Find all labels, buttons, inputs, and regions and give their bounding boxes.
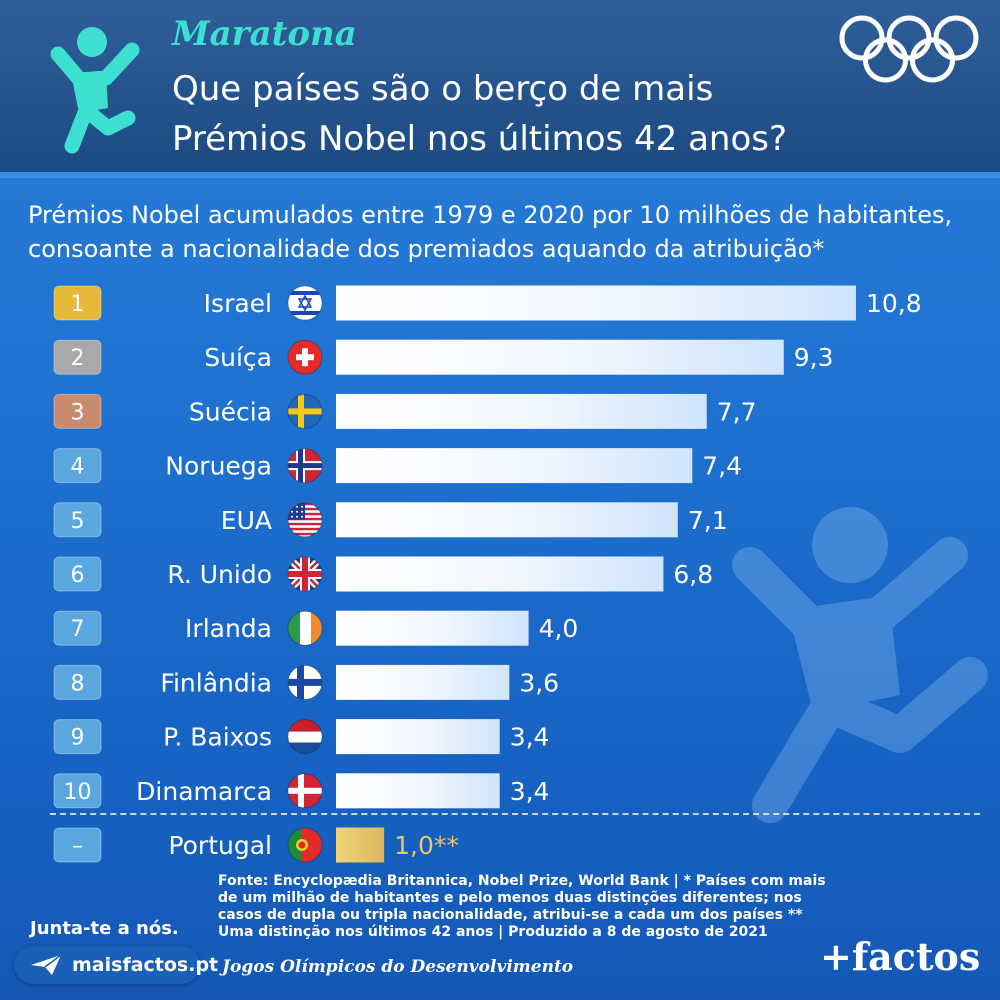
tagline: Jogos Olímpicos do Desenvolvimento bbox=[222, 957, 574, 977]
category-label: Portugal bbox=[168, 831, 272, 860]
paper-plane-icon bbox=[31, 954, 62, 975]
row-6: 6 R. Unido 6,8 bbox=[53, 556, 713, 592]
category-label: EUA bbox=[221, 506, 272, 535]
chart-title: Prémios Nobel acumulados entre 1979 e 20… bbox=[28, 201, 953, 263]
value-label: 7,1 bbox=[688, 506, 728, 535]
olympic-rings-icon bbox=[839, 15, 979, 83]
header: Maratona Que países são o berço de mais … bbox=[0, 0, 1000, 178]
rank-label: 4 bbox=[71, 455, 85, 480]
headline: Que países são o berço de mais Prémios N… bbox=[172, 69, 788, 159]
divider bbox=[50, 813, 980, 815]
rank-badge bbox=[53, 339, 102, 375]
row-4: 4 Noruega 7,4 bbox=[53, 448, 742, 484]
kicker: Maratona bbox=[172, 14, 357, 54]
runner-icon bbox=[50, 27, 140, 154]
value-label: 7,7 bbox=[717, 397, 757, 426]
rank-label: 7 bbox=[71, 617, 85, 642]
row-3: 3 Suécia 7,7 bbox=[53, 393, 757, 429]
value-label: 10,8 bbox=[866, 289, 922, 318]
rank-badge bbox=[53, 556, 102, 592]
category-label: Israel bbox=[204, 289, 272, 318]
portugal-bar bbox=[336, 827, 385, 863]
category-label: R. Unido bbox=[167, 560, 272, 589]
rank-badge bbox=[53, 502, 102, 538]
rank-badge bbox=[53, 664, 102, 700]
brand-logo: +factos bbox=[820, 934, 981, 979]
israel-flag-icon bbox=[287, 285, 323, 321]
row-extra: – Portugal 1,0** bbox=[53, 827, 459, 863]
rank-label: 10 bbox=[64, 780, 92, 805]
value-label: 9,3 bbox=[794, 343, 834, 372]
finland-flag-icon bbox=[287, 664, 323, 700]
bar bbox=[336, 285, 856, 321]
portugal-flag-icon bbox=[287, 827, 323, 863]
rank-badge bbox=[53, 285, 102, 321]
category-label: P. Baixos bbox=[163, 723, 272, 752]
bar-chart: 1 Israel 10,8 2 Suíça 9,3 3 Suécia 7,7 4 Noruega 7,… bbox=[53, 285, 922, 863]
category-label: Finlândia bbox=[160, 668, 272, 697]
category-label: Irlanda bbox=[185, 614, 272, 643]
value-label: 7,4 bbox=[702, 452, 742, 481]
bar bbox=[336, 502, 678, 538]
rank-label: 8 bbox=[71, 671, 85, 696]
row-5: 5 EUA 7,1 bbox=[53, 502, 728, 538]
rank-badge bbox=[53, 448, 102, 484]
bar bbox=[336, 719, 500, 755]
category-label: Suécia bbox=[189, 397, 272, 426]
source-note: Fonte: Encyclopædia Britannica, Nobel Pr… bbox=[218, 873, 826, 940]
bar bbox=[336, 448, 693, 484]
rank-badge bbox=[53, 773, 102, 809]
switzerland-flag-icon bbox=[287, 339, 323, 375]
denmark-flag-icon bbox=[287, 773, 323, 809]
usa-flag-icon bbox=[287, 502, 323, 538]
bar bbox=[336, 339, 784, 375]
bar bbox=[336, 393, 707, 429]
row-2: 2 Suíça 9,3 bbox=[53, 339, 834, 375]
rank-label: 5 bbox=[71, 509, 85, 534]
value-label: 3,4 bbox=[510, 777, 550, 806]
bar bbox=[336, 610, 529, 646]
rank-badge bbox=[53, 610, 102, 646]
category-label: Dinamarca bbox=[136, 777, 272, 806]
value-label: 4,0 bbox=[539, 614, 579, 643]
rank-label: 3 bbox=[71, 400, 85, 425]
rank-label: 2 bbox=[71, 346, 85, 371]
background-runner-icon bbox=[732, 507, 988, 823]
bar bbox=[336, 664, 510, 700]
netherlands-flag-icon bbox=[287, 719, 323, 755]
uk-flag-icon bbox=[287, 556, 323, 592]
row-8: 8 Finlândia 3,6 bbox=[53, 664, 559, 700]
rank-label: 1 bbox=[71, 292, 85, 317]
row-10: 10 Dinamarca 3,4 bbox=[53, 773, 550, 809]
norway-flag-icon bbox=[287, 448, 323, 484]
join-text: Junta-te a nós. bbox=[30, 918, 179, 939]
rank-label: 9 bbox=[71, 726, 85, 751]
category-label: Suíça bbox=[204, 343, 272, 372]
sweden-flag-icon bbox=[287, 393, 323, 429]
rank-label: 6 bbox=[71, 563, 85, 588]
row-1: 1 Israel 10,8 bbox=[53, 285, 922, 321]
site-text: maisfactos.pt bbox=[72, 954, 219, 976]
value-label: 3,6 bbox=[519, 668, 559, 697]
rank-label: – bbox=[72, 834, 83, 859]
category-label: Noruega bbox=[165, 452, 272, 481]
bar bbox=[336, 773, 500, 809]
rank-badge bbox=[53, 719, 102, 755]
rank-badge bbox=[53, 393, 102, 429]
site-link[interactable]: maisfactos.pt bbox=[14, 946, 218, 984]
bar bbox=[336, 556, 664, 592]
ireland-flag-icon bbox=[287, 610, 323, 646]
value-label: 6,8 bbox=[673, 560, 713, 589]
value-label: 3,4 bbox=[510, 723, 550, 752]
rank-badge bbox=[53, 827, 102, 863]
row-7: 7 Irlanda 4,0 bbox=[53, 610, 579, 646]
row-9: 9 P. Baixos 3,4 bbox=[53, 719, 550, 755]
value-label: 1,0** bbox=[394, 831, 459, 860]
